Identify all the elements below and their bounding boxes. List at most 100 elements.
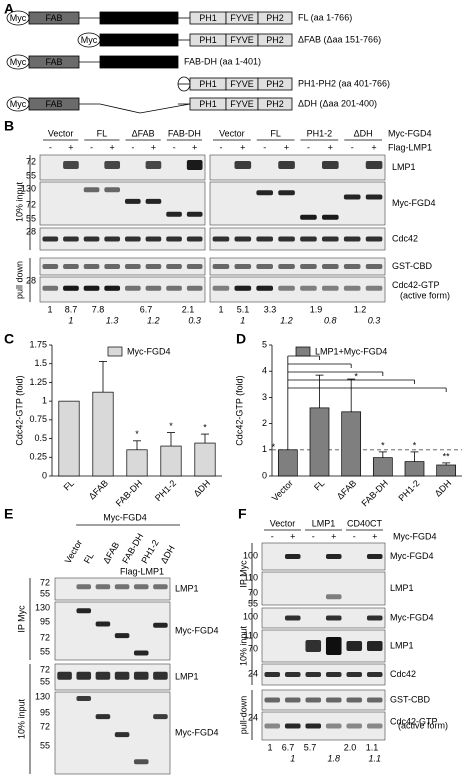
sign: - — [263, 142, 266, 152]
blot-label: Myc-FGD4 — [390, 551, 434, 561]
band — [145, 161, 162, 169]
band — [256, 264, 273, 269]
mw-marker: 28 — [26, 226, 36, 236]
band — [322, 214, 339, 220]
sign: + — [371, 142, 376, 152]
y-tick-label: 1 — [262, 444, 267, 454]
row-label: Myc-FGD4 — [388, 128, 432, 138]
mw-marker: 110 — [244, 630, 258, 640]
y-axis-label: Cdc42-GTP (fold) — [14, 375, 24, 445]
mw-marker: 28 — [26, 275, 36, 285]
lane-label: Vector — [63, 538, 84, 565]
x-tick-label: FL — [62, 478, 77, 493]
band — [278, 236, 295, 242]
sign: - — [271, 531, 274, 541]
band — [63, 161, 79, 169]
y-tick-label: 0.25 — [29, 452, 47, 462]
band — [133, 759, 149, 765]
y-tick-label: 1.75 — [29, 339, 47, 349]
band — [366, 641, 383, 651]
blot — [54, 691, 171, 775]
band — [166, 264, 182, 269]
mw-marker: 55 — [26, 213, 36, 223]
domain-label: FYVE — [230, 13, 254, 23]
band — [212, 285, 230, 291]
domain-label: PH1 — [199, 35, 217, 45]
significance: * — [169, 421, 173, 431]
band — [124, 285, 141, 291]
band — [346, 641, 363, 651]
lane-group: CD40CT — [347, 518, 383, 528]
band — [365, 194, 383, 200]
section-label: 10% input — [16, 698, 26, 739]
y-tick-label: 2 — [262, 418, 267, 428]
legend-swatch — [107, 346, 123, 357]
blot-label: Myc-FGD4 — [175, 625, 219, 635]
y-tick-label: 1 — [42, 396, 47, 406]
band — [95, 671, 111, 680]
lane-group: Vector — [219, 128, 245, 138]
ratio: 1.8 — [327, 753, 340, 763]
band — [322, 161, 339, 169]
band — [234, 236, 252, 242]
band — [234, 161, 252, 169]
mw-marker: 24 — [248, 712, 258, 722]
sign: - — [49, 142, 52, 152]
quant: 7.8 — [92, 304, 105, 314]
blot-label: LMP1 — [392, 162, 416, 172]
significance: * — [272, 442, 276, 452]
domain-label: DH — [133, 13, 146, 23]
mw-marker: 55 — [40, 646, 50, 656]
band — [234, 285, 252, 291]
blot — [209, 181, 386, 226]
sign: + — [68, 142, 73, 152]
lane-group: LMP1 — [312, 518, 336, 528]
x-tick-label: FAB-DH — [360, 478, 390, 508]
band — [166, 236, 182, 242]
band — [57, 671, 72, 680]
x-tick-label: ΔDH — [192, 478, 213, 499]
lane-group: FAB-DH — [168, 128, 201, 138]
band — [124, 198, 141, 204]
lane-group: ΔFAB — [132, 128, 155, 138]
domain-label: PH1 — [199, 99, 217, 109]
ratio: 1.2 — [147, 315, 160, 325]
quant: 3.3 — [264, 304, 277, 314]
band — [145, 198, 162, 204]
band — [63, 236, 79, 242]
lane-group: PH1-2 — [307, 128, 333, 138]
ratio: 1 — [290, 753, 295, 763]
blot — [54, 601, 171, 661]
band — [104, 264, 121, 269]
section-label: pull down — [14, 261, 24, 299]
mw-marker: 95 — [40, 616, 50, 626]
band — [153, 584, 168, 590]
blot-label: Cdc42-GTP — [392, 280, 440, 290]
blot — [39, 227, 206, 251]
y-tick-label: 1.5 — [34, 358, 47, 368]
blot-note: (active form) — [400, 290, 450, 300]
band — [104, 161, 121, 169]
lane-group: Vector — [48, 128, 74, 138]
bar — [436, 464, 457, 477]
sign: + — [151, 142, 156, 152]
band — [264, 723, 281, 729]
band — [42, 264, 59, 269]
band — [264, 672, 281, 677]
band — [104, 236, 121, 242]
significance: ** — [443, 451, 451, 461]
sign: + — [192, 142, 197, 152]
band — [234, 264, 252, 269]
bar — [194, 442, 216, 477]
band — [42, 236, 59, 242]
blot-note: (active form) — [398, 720, 448, 730]
band — [256, 285, 273, 291]
band — [366, 723, 383, 729]
blot-label: LMP1 — [175, 583, 199, 593]
band — [346, 697, 363, 703]
mw-marker: 24 — [248, 668, 258, 678]
y-tick-label: 0 — [42, 470, 47, 480]
y-tick-label: 0 — [262, 470, 267, 480]
quant: 1 — [218, 304, 223, 314]
blot — [261, 663, 386, 686]
